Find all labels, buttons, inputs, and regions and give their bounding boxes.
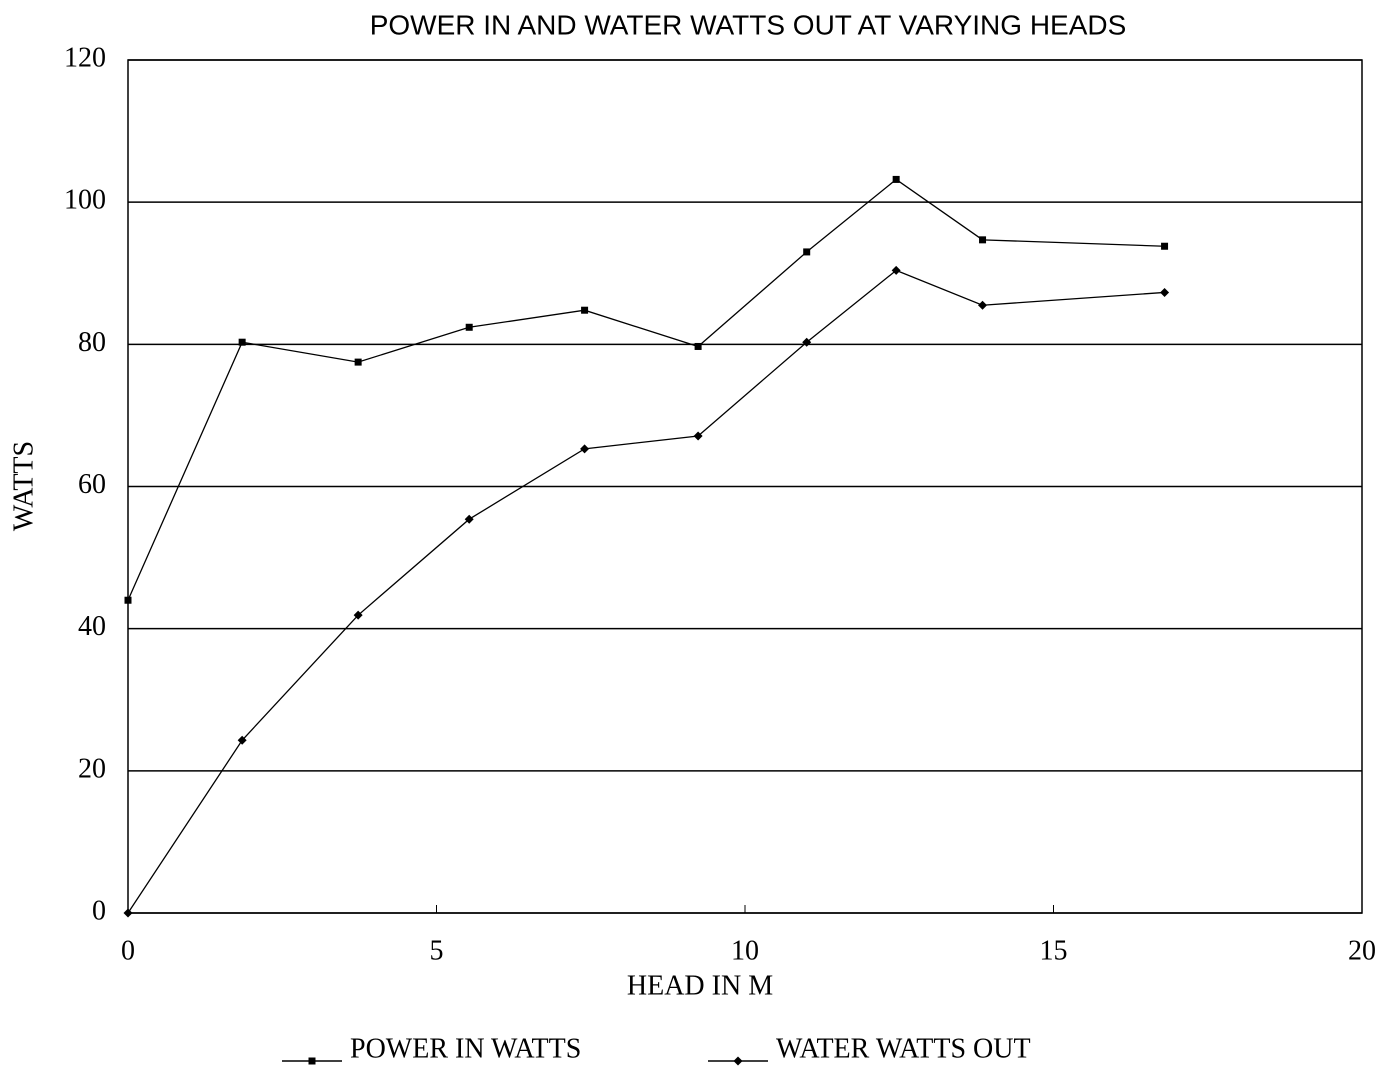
x-tick-label: 20 — [1348, 935, 1376, 966]
data-point — [238, 338, 246, 346]
data-point — [803, 248, 811, 256]
x-tick-label: 15 — [1040, 935, 1068, 966]
y-tick-label: 100 — [64, 185, 106, 216]
legend-marker — [308, 1057, 316, 1065]
chart-title: POWER IN AND WATER WATTS OUT AT VARYING … — [370, 9, 1127, 40]
x-tick-label: 0 — [121, 935, 135, 966]
data-point — [464, 514, 474, 524]
legend-label: POWER IN WATTS — [350, 1033, 581, 1064]
data-point — [580, 444, 590, 454]
data-point — [802, 337, 812, 347]
y-tick-label: 20 — [78, 753, 106, 784]
data-point — [978, 300, 988, 310]
data-point — [693, 431, 703, 441]
x-axis-label: HEAD IN M — [627, 970, 773, 1001]
y-tick-label: 60 — [78, 469, 106, 500]
series-line — [127, 269, 1165, 914]
series-line — [127, 178, 1165, 601]
data-point — [124, 596, 132, 604]
y-tick-label: 120 — [64, 42, 106, 73]
data-point — [581, 306, 589, 314]
legend-marker — [733, 1056, 743, 1066]
x-tick-label: 10 — [731, 935, 759, 966]
data-point — [891, 265, 901, 275]
y-tick-label: 40 — [78, 611, 106, 642]
data-point — [123, 908, 133, 918]
data-point — [979, 236, 987, 244]
data-point — [892, 175, 900, 183]
data-point — [694, 342, 702, 350]
data-point — [1161, 242, 1169, 250]
y-tick-label: 80 — [78, 327, 106, 358]
data-point — [1160, 287, 1170, 297]
y-axis-label: WATTS — [8, 441, 39, 531]
y-tick-label: 0 — [92, 895, 106, 926]
data-point — [353, 610, 363, 620]
data-point — [354, 358, 362, 366]
legend-label: WATER WATTS OUT — [776, 1033, 1031, 1064]
data-point — [465, 323, 473, 331]
data-point — [237, 735, 247, 745]
x-tick-label: 5 — [430, 935, 444, 966]
